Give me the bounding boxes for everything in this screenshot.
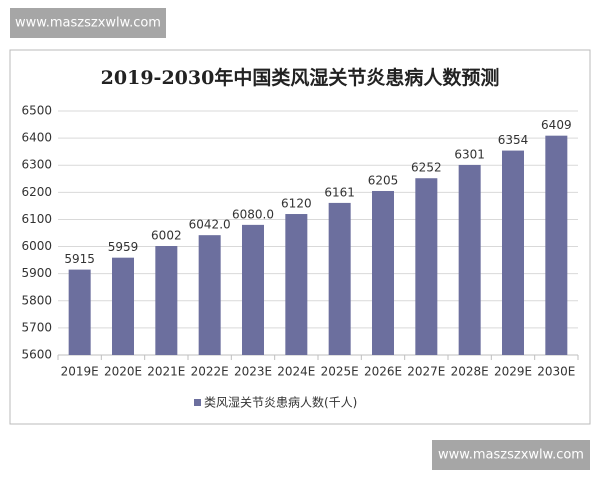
x-tick-label: 2029E bbox=[494, 365, 532, 379]
bar bbox=[285, 214, 308, 355]
y-tick-label: 6400 bbox=[21, 131, 52, 145]
value-label: 6205 bbox=[368, 173, 399, 187]
value-label: 5915 bbox=[64, 252, 95, 266]
bar bbox=[502, 150, 524, 355]
value-label: 6042.0 bbox=[189, 218, 231, 232]
y-tick-label: 6200 bbox=[21, 185, 52, 199]
y-tick-label: 6500 bbox=[21, 104, 52, 118]
bar bbox=[458, 164, 481, 355]
legend-label: 类风湿关节炎患病人数(千人) bbox=[204, 395, 357, 410]
value-label: 6080.0 bbox=[232, 207, 274, 221]
x-tick-label: 2026E bbox=[364, 365, 402, 379]
x-tick-label: 2021E bbox=[147, 365, 185, 379]
watermark-box bbox=[432, 440, 590, 470]
bar bbox=[372, 190, 394, 355]
bar bbox=[155, 246, 178, 355]
x-tick-label: 2028E bbox=[451, 365, 489, 379]
y-tick-label: 5600 bbox=[21, 348, 52, 362]
y-tick-label: 5700 bbox=[21, 320, 52, 334]
bar bbox=[242, 224, 264, 355]
x-tick-label: 2027E bbox=[407, 365, 445, 379]
y-tick-label: 6300 bbox=[21, 158, 52, 172]
watermark: www.maszszxwlw.com bbox=[438, 448, 584, 463]
value-label: 6120 bbox=[281, 197, 312, 211]
y-tick-label: 6100 bbox=[21, 212, 52, 226]
x-tick-label: 2019E bbox=[61, 365, 99, 379]
chart-title: 2019-2030年中国类风湿关节炎患病人数预测 bbox=[101, 66, 500, 89]
watermark: www.maszszxwlw.com bbox=[15, 16, 161, 31]
legend-marker bbox=[194, 399, 201, 406]
x-tick-label: 2022E bbox=[191, 365, 229, 379]
x-tick-label: 2024E bbox=[277, 365, 315, 379]
bar bbox=[198, 235, 221, 355]
y-tick-label: 6000 bbox=[21, 239, 52, 253]
x-tick-label: 2023E bbox=[234, 365, 272, 379]
value-label: 6002 bbox=[151, 229, 182, 243]
x-tick-label: 2025E bbox=[321, 365, 359, 379]
y-tick-label: 5800 bbox=[21, 293, 52, 307]
value-label: 6252 bbox=[411, 161, 442, 175]
bar bbox=[415, 178, 438, 355]
bar bbox=[328, 202, 351, 355]
value-label: 6301 bbox=[454, 147, 485, 161]
x-tick-label: 2030E bbox=[537, 365, 575, 379]
bar bbox=[112, 257, 134, 355]
bar bbox=[545, 135, 568, 355]
value-label: 6161 bbox=[324, 185, 355, 199]
value-label: 6354 bbox=[498, 133, 529, 147]
bar bbox=[68, 269, 91, 355]
x-tick-label: 2020E bbox=[104, 365, 142, 379]
value-label: 5959 bbox=[108, 240, 139, 254]
value-label: 6409 bbox=[541, 118, 572, 132]
watermark-box bbox=[10, 8, 166, 38]
y-tick-label: 5900 bbox=[21, 266, 52, 280]
